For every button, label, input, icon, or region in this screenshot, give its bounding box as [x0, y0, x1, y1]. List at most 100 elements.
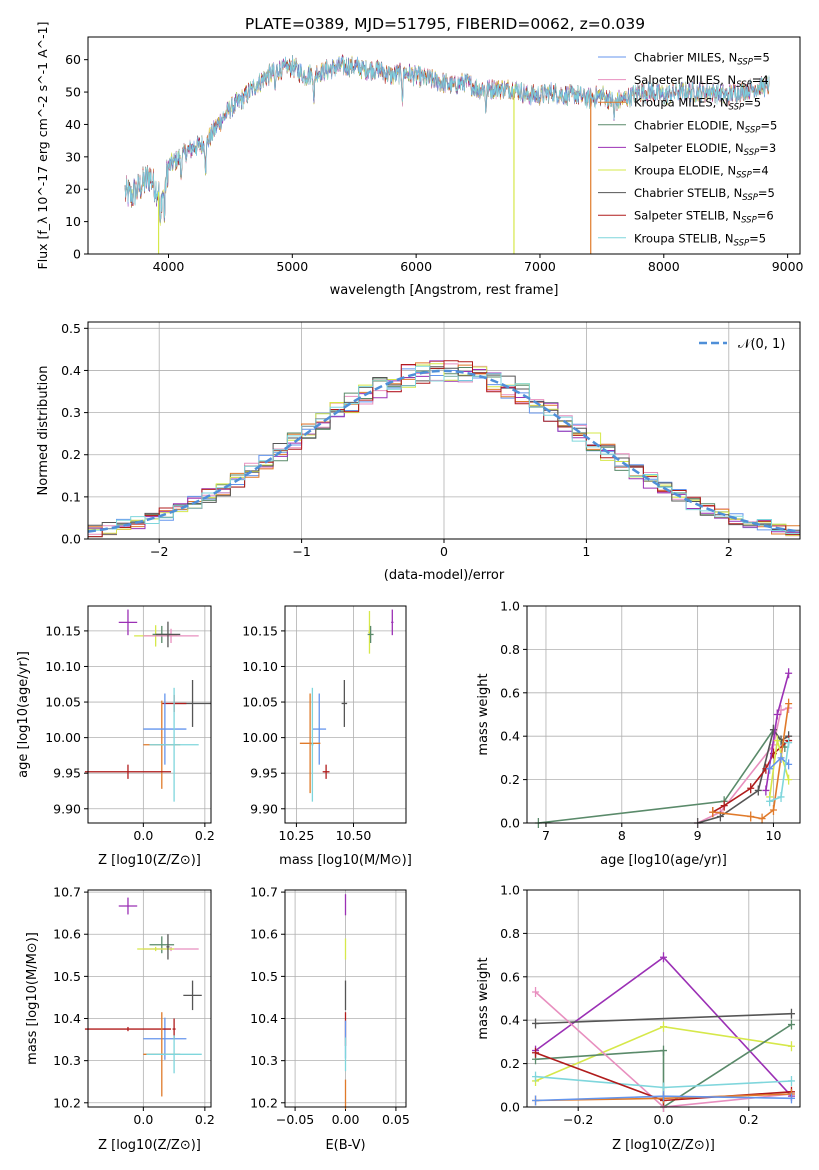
y-tick-label: 10.00: [45, 730, 81, 745]
x-axis-label: mass [log10(M/M⊙)]: [279, 853, 412, 868]
series-marker: [787, 1075, 795, 1086]
y-tick-label: 10.2: [53, 1095, 81, 1110]
y-tick-label: 0.3: [61, 405, 81, 420]
y-tick-label: 1.0: [500, 599, 520, 614]
y-tick-label: 0.0: [500, 816, 520, 831]
y-tick-label: 0.1: [61, 489, 81, 504]
y-tick-label: 9.90: [53, 801, 81, 816]
x-axis-label: Z [log10(Z/Z⊙)]: [98, 1138, 201, 1153]
y-tick-label: 10.7: [250, 885, 278, 900]
residuals-axes-frame: [87, 321, 801, 540]
y-axis-label: mass [log10(M/M⊙)]: [25, 932, 40, 1065]
residual-histogram-panel: −2 −1 0 1 2 0.0 0.1 0.2 0.3 0.4 0.5 (data-model)/er…: [36, 321, 801, 583]
legend-count: =5: [744, 96, 761, 110]
x-tick-label: 7: [542, 828, 550, 843]
legend-entry: Chabrier STELIB, NSSP=5: [634, 186, 775, 203]
x-tick-label: 0.05: [382, 1112, 410, 1127]
series-marker: [769, 804, 777, 815]
x-tick-label: 0.2: [739, 1112, 759, 1127]
series-marker: [785, 698, 793, 709]
y-tick-label: 10.00: [242, 730, 278, 745]
error-bar-point: [84, 764, 172, 779]
legend-subscript: SSP: [729, 103, 745, 113]
y-axis-label: Normed distribution: [36, 366, 51, 496]
x-tick-label: −2: [150, 544, 168, 559]
legend-subscript: SSP: [737, 58, 753, 68]
series-marker: [785, 668, 793, 679]
y-tick-label: 0.8: [500, 926, 520, 941]
legend-subscript: SSP: [736, 171, 752, 181]
legend-entry: Salpeter STELIB, NSSP=6: [634, 209, 774, 226]
mass-vs-EBV-axes-frame: [284, 889, 407, 1108]
spectrum-panel: 4000 5000 6000 7000 8000 9000 0 10 20 30 40 50 60 wav…: [35, 22, 804, 298]
y-tick-label: 10.2: [250, 1095, 278, 1110]
y-tick-label: 0.4: [61, 363, 81, 378]
series-marker: [532, 1018, 540, 1029]
legend-count: =5: [758, 186, 775, 200]
y-tick-label: 40: [65, 117, 81, 132]
legend-count: =4: [752, 73, 769, 87]
y-tick-label: 50: [65, 85, 81, 100]
error-bar-point: [312, 693, 327, 765]
mass-weight-vs-Z-axes-frame: [526, 889, 801, 1108]
spectrum-line: [124, 57, 770, 223]
legend-entry: Kroupa STELIB, NSSP=5: [634, 231, 766, 248]
y-tick-label: 0.0: [500, 1100, 520, 1115]
series-marker: [660, 952, 667, 963]
mass-vs-ebv-panel: −0.05 0.00 0.05 10.2 10.3 10.4 10.5 10.6 10.7 E(B…: [250, 885, 410, 1153]
x-tick-label: 5000: [276, 259, 308, 274]
legend-entry: Salpeter MILES, NSSP=4: [634, 73, 769, 90]
mass-vs-metallicity-panel: 0.0 0.2 10.2 10.3 10.4 10.5 10.6 10.7 Z [log10(Z…: [25, 885, 215, 1153]
error-bar-point: [367, 625, 374, 643]
mass-vs-Z-axes-frame: [87, 889, 212, 1108]
series-marker: [766, 763, 774, 774]
series-marker: [785, 737, 793, 748]
series-marker: [747, 783, 755, 794]
legend-entry: Salpeter ELODIE, NSSP=3: [634, 141, 776, 158]
y-tick-label: 30: [65, 149, 81, 164]
y-axis-label: mass weight: [476, 957, 491, 1039]
series-marker: [766, 796, 774, 807]
legend-label: Salpeter ELODIE, N: [634, 141, 744, 155]
error-bar-point: [118, 609, 138, 636]
x-tick-label: 10.25: [279, 828, 315, 843]
y-tick-label: 1.0: [500, 883, 520, 898]
legend-subscript: SSP: [734, 238, 750, 248]
age-vs-mass-panel: 10.25 10.50 9.90 9.95 10.00 10.05 10.10 10.15 ma…: [242, 605, 412, 868]
legend-count: =5: [749, 231, 766, 245]
y-axis-label: Flux [f_λ 10^-17 erg cm^-2 s^-1 A^-1]: [35, 22, 50, 270]
y-tick-label: 0.2: [500, 1056, 520, 1071]
y-tick-label: 10.5: [53, 969, 81, 984]
series-line: [535, 1023, 792, 1109]
legend-subscript: SSP: [736, 80, 752, 90]
x-tick-label: 0.0: [133, 1112, 153, 1127]
series-marker: [660, 1045, 667, 1056]
error-bar-point: [166, 934, 170, 960]
x-tick-label: 0.00: [332, 1112, 360, 1127]
y-tick-label: 10.05: [242, 695, 278, 710]
x-axis-label: age [log10(age/yr)]: [600, 853, 727, 868]
series-marker: [758, 813, 766, 824]
x-axis-label: E(B-V): [325, 1138, 365, 1153]
error-bar-point: [143, 1017, 187, 1060]
age-vs-mass-axes-frame: [284, 605, 407, 824]
legend-count: =3: [759, 141, 776, 155]
series-marker: [787, 1019, 795, 1030]
error-bar-point: [341, 679, 348, 727]
y-tick-label: 0.2: [500, 772, 520, 787]
mass-weight-vs-age-axes-frame: [526, 605, 801, 824]
y-tick-label: 0.4: [500, 729, 520, 744]
x-tick-label: 8000: [648, 259, 680, 274]
legend-label: Chabrier ELODIE, N: [634, 118, 745, 132]
error-bar-point: [118, 897, 138, 915]
series-marker: [762, 785, 770, 796]
y-tick-label: 20: [65, 182, 81, 197]
y-tick-label: 10.7: [53, 885, 81, 900]
series-marker: [660, 1091, 667, 1102]
error-bar-point: [311, 687, 314, 802]
x-tick-label: 9000: [772, 259, 804, 274]
legend-label: Chabrier STELIB, N: [634, 186, 742, 200]
series-marker: [787, 1093, 795, 1104]
legend-entry: Kroupa MILES, NSSP=5: [634, 96, 761, 113]
error-bar-point: [299, 693, 321, 794]
